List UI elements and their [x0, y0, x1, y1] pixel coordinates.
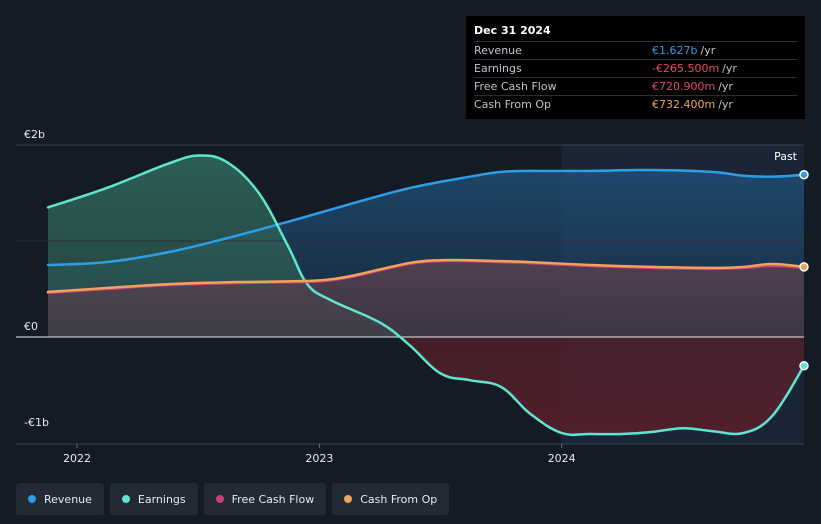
- legend-dot-icon: [121, 495, 130, 503]
- tooltip-unit: /yr: [700, 44, 716, 57]
- legend-item-earnings[interactable]: Earnings: [109, 483, 198, 515]
- tooltip-row-cash-from-op: Cash From Op €732.400m /yr: [474, 95, 797, 113]
- legend-item-revenue[interactable]: Revenue: [16, 483, 104, 515]
- legend-dot-icon: [28, 495, 36, 503]
- cash-from-op-area: [48, 259, 804, 337]
- y-tick-label: €2b: [24, 128, 45, 141]
- tooltip-value: €720.900m: [652, 80, 716, 93]
- tooltip-value: €732.400m: [652, 98, 716, 111]
- legend-dot-icon: [215, 495, 224, 503]
- tooltip-value: -€265.500m: [652, 62, 720, 75]
- tooltip-date: Dec 31 2024: [474, 24, 551, 37]
- tooltip-value: €1.627b: [652, 44, 698, 57]
- tooltip-panel: Dec 31 2024 Revenue €1.627b /yr Earnings…: [466, 16, 805, 119]
- tooltip-label: Earnings: [474, 62, 522, 75]
- revenue-end-dot: [799, 170, 809, 180]
- tooltip-row-free-cash-flow: Free Cash Flow €720.900m /yr: [474, 77, 797, 95]
- revenue-line: [46, 168, 806, 267]
- legend-label: Revenue: [44, 492, 92, 506]
- tooltip-unit: /yr: [718, 80, 733, 93]
- tooltip-label: Cash From Op: [474, 98, 552, 111]
- earnings-area-negative: [48, 337, 804, 435]
- earnings-line: [46, 154, 806, 437]
- x-tick-label: 2023: [305, 452, 333, 465]
- legend-label: Cash From Op: [360, 492, 438, 506]
- x-tick-label: 2022: [63, 452, 91, 465]
- tooltip-label: Revenue: [474, 44, 522, 57]
- legend-item-free-cash-flow[interactable]: Free Cash Flow: [203, 483, 327, 515]
- tooltip-unit: /yr: [722, 62, 737, 75]
- legend: Revenue Earnings Free Cash Flow Cash Fro…: [16, 483, 450, 515]
- x-tick-label: 2024: [548, 452, 576, 465]
- earnings-end-dot: [799, 361, 809, 371]
- legend-item-cash-from-op[interactable]: Cash From Op: [332, 483, 450, 515]
- legend-label: Free Cash Flow: [231, 492, 315, 506]
- y-tick-label: €0: [24, 320, 38, 333]
- legend-dot-icon: [344, 495, 353, 503]
- y-tick-label: -€1b: [24, 416, 49, 429]
- tooltip-label: Free Cash Flow: [474, 80, 557, 93]
- cash-from-op-end-dot: [799, 262, 809, 272]
- tooltip-unit: /yr: [718, 98, 733, 111]
- tooltip-row-revenue: Revenue €1.627b /yr: [474, 41, 797, 59]
- cash-from-op-line: [46, 258, 806, 294]
- tooltip-row-earnings: Earnings -€265.500m /yr: [474, 59, 797, 77]
- legend-label: Earnings: [137, 492, 186, 506]
- past-label: Past: [774, 150, 798, 163]
